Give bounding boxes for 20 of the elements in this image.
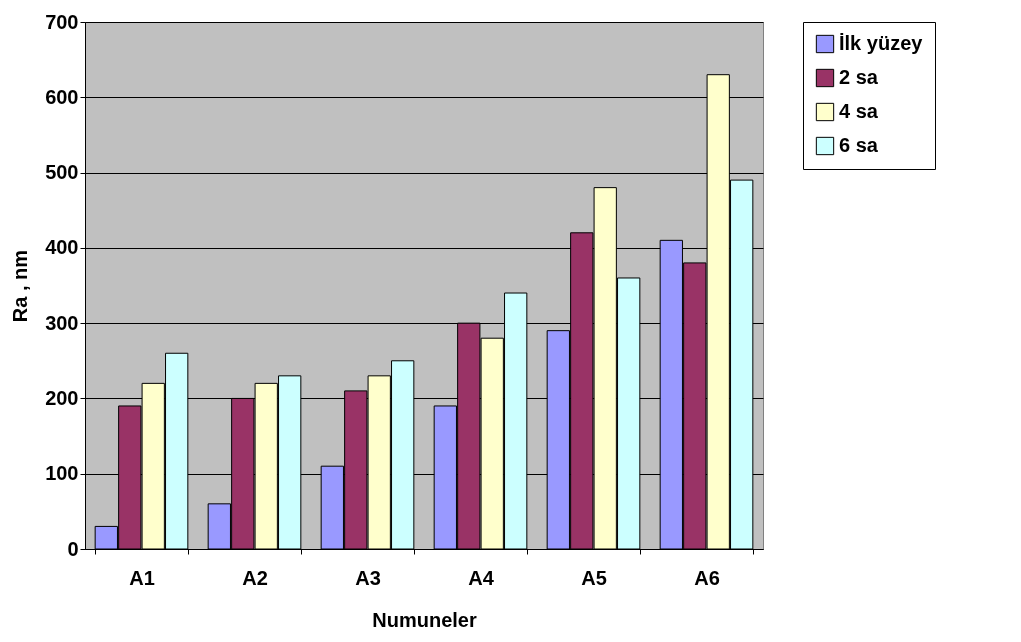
x-tick-label: A1 bbox=[129, 566, 155, 589]
x-tick-label: A5 bbox=[581, 566, 607, 589]
legend-label: 4 sa bbox=[839, 100, 879, 122]
y-tick-label: 300 bbox=[45, 311, 79, 334]
x-tick-label: A4 bbox=[468, 566, 495, 589]
x-tick-label: A6 bbox=[694, 566, 720, 589]
x-tick-label: A3 bbox=[355, 566, 381, 589]
y-tick-label: 0 bbox=[67, 537, 79, 560]
y-tick-label: 400 bbox=[45, 236, 79, 259]
y-axis-title: Ra , nm bbox=[9, 249, 32, 323]
legend-label: 2 sa bbox=[839, 66, 879, 88]
y-tick-label: 600 bbox=[45, 85, 79, 108]
legend-label: 6 sa bbox=[839, 134, 879, 156]
legend-label: İlk yüzey bbox=[839, 32, 924, 54]
y-tick-label: 100 bbox=[45, 462, 79, 485]
y-tick-label: 200 bbox=[45, 386, 79, 409]
x-axis-title: Numuneler bbox=[372, 608, 477, 631]
y-tick-label: 500 bbox=[45, 161, 79, 184]
x-tick-label: A2 bbox=[242, 566, 268, 589]
y-tick-label: 700 bbox=[45, 10, 79, 33]
